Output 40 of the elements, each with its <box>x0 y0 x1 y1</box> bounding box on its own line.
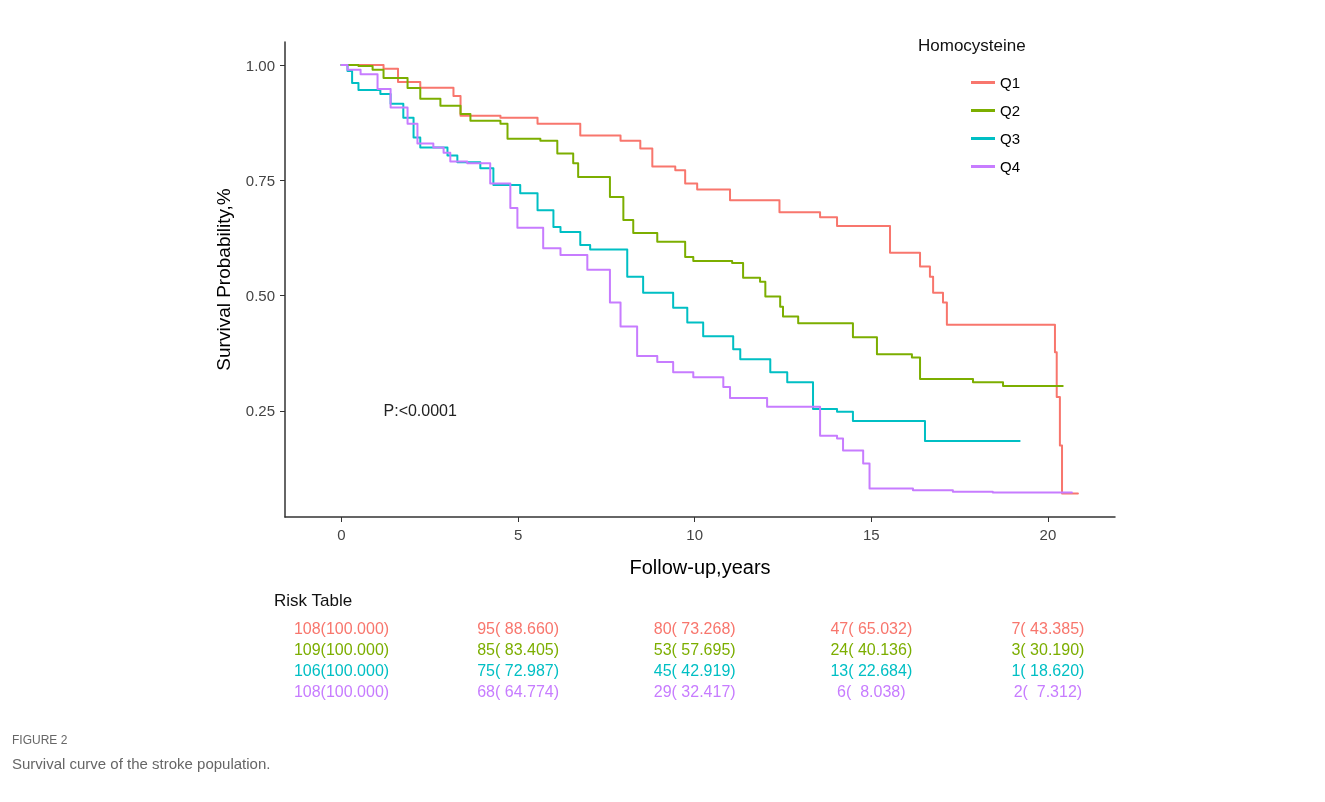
text: 7( 43.385) <box>1011 619 1085 637</box>
caption: FIGURE 2 <box>12 733 68 747</box>
text: 24( 40.136) <box>830 640 913 658</box>
x-tick-label: 10 <box>686 526 704 543</box>
x-axis-title: Follow-up,years <box>629 556 771 578</box>
text: 108(100.000) <box>293 683 390 701</box>
text: Risk Table <box>274 590 353 610</box>
text: 85( 83.405) <box>477 640 560 658</box>
y-tick-label: 0.75 <box>245 171 275 189</box>
y-tick-label: 0.50 <box>245 287 275 305</box>
text: 1( 18.620) <box>1011 662 1085 680</box>
text: 29( 32.417) <box>653 683 736 701</box>
y-tick-label: 1.00 <box>245 56 275 74</box>
text: 68( 64.774) <box>477 683 560 701</box>
text: 13( 22.684) <box>830 662 913 680</box>
text: 75( 72.987) <box>477 662 560 680</box>
text: Survival curve of the stroke population. <box>12 754 271 772</box>
legend-label: Q2 <box>999 102 1021 119</box>
text: 6( 8.038) <box>837 683 906 701</box>
y-tick-label: 0.25 <box>245 402 275 420</box>
text: 108(100.000) <box>293 619 390 637</box>
text: 109(100.000) <box>293 640 390 658</box>
text: 47( 65.032) <box>830 619 913 637</box>
text: 53( 57.695) <box>653 640 736 658</box>
annotation: P:<0.0001 <box>383 402 458 420</box>
x-tick-label: 20 <box>1039 526 1057 543</box>
legend-label: Q3 <box>999 130 1021 147</box>
y-axis-title: Survival Probability,% <box>213 188 234 371</box>
text: 95( 88.660) <box>477 619 560 637</box>
x-tick-label: 5 <box>513 526 523 543</box>
legend-label: Q1 <box>999 74 1021 91</box>
text: 106(100.000) <box>293 662 390 680</box>
legend-label: Q4 <box>999 158 1021 175</box>
legend-title: Homocysteine <box>918 36 1026 55</box>
x-tick-label: 0 <box>337 526 346 543</box>
text: 45( 42.919) <box>653 662 736 680</box>
text: 2( 7.312) <box>1013 683 1083 701</box>
text: 3( 30.190) <box>1011 640 1085 658</box>
text: 80( 73.268) <box>653 619 736 637</box>
x-tick-label: 15 <box>862 526 880 543</box>
